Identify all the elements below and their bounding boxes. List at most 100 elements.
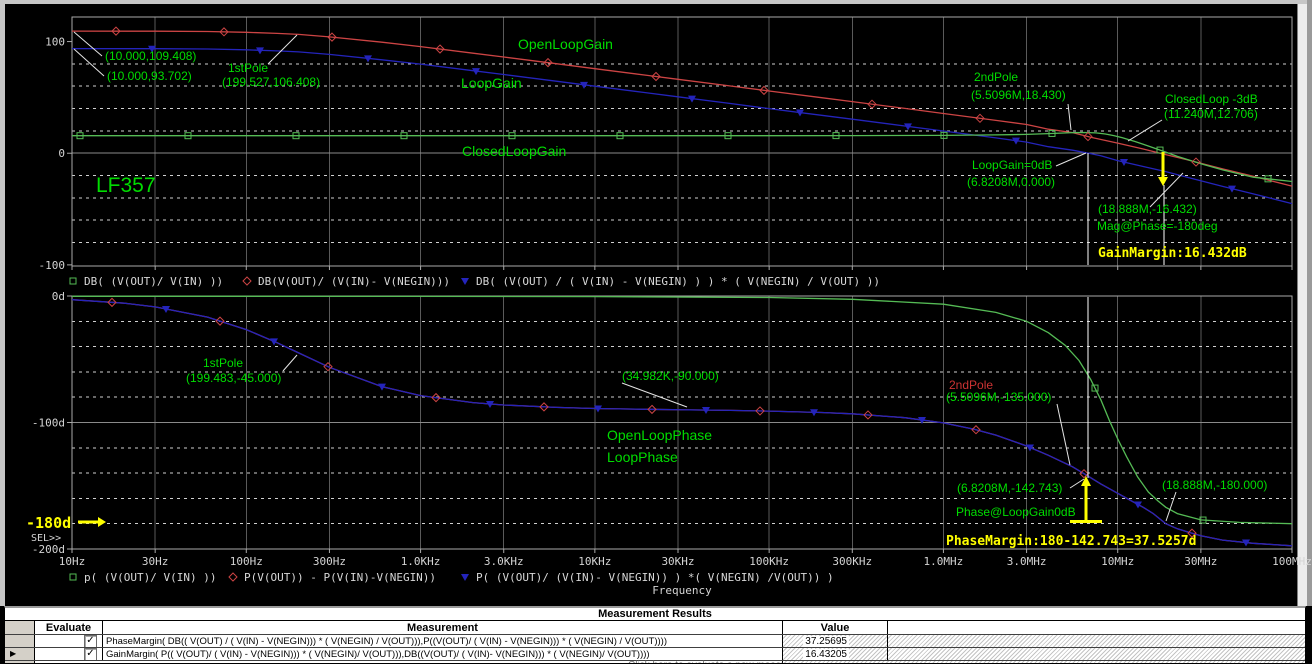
marker-ClosedLoopGain [940, 131, 948, 139]
x-tick-label: 300Hz [313, 555, 346, 568]
legend-trace-expression[interactable]: P(V(OUT)) - P(V(IN)-V(NEGIN)) [244, 571, 436, 584]
annotation-text: LF357 [96, 174, 156, 197]
marker-ClosedLoopGain [292, 132, 300, 140]
annotation-text: Mag@Phase=-180deg [1097, 219, 1218, 233]
annotation-pointer-line [1067, 103, 1072, 131]
marker-OpenLoopPhase [1187, 528, 1197, 538]
trace-LoopPhase[interactable] [71, 299, 1293, 547]
annotation-text: (18.888M,-180.000) [1162, 478, 1267, 492]
annotation-text: PhaseMargin:180-142.743=37.5257d [946, 534, 1196, 549]
annotation-text: LoopGain=0dB [972, 158, 1052, 172]
annotation-text: (199.483,-45.000) [186, 371, 281, 385]
marker-OpenLoopGain [867, 99, 877, 109]
trace-ClosedLoopGain[interactable] [72, 131, 1293, 183]
trace-LoopGain[interactable] [71, 47, 1293, 205]
annotation-pointer-line [1127, 119, 1163, 142]
legend-trace-expression[interactable]: p( (V(OUT)/ V(IN) )) [84, 571, 216, 584]
marker-LoopGain [688, 95, 696, 103]
measurement-table-row[interactable]: ▶ ✓ GainMargin( P(( V(OUT)/ ( V(IN) - V(NE… [5, 648, 1305, 661]
annotation-pointer-line [1056, 403, 1071, 466]
marker-OpenLoopPhase [647, 404, 657, 415]
annotation-text: 1stPole [203, 356, 243, 370]
marker-OpenLoopGain [543, 57, 553, 68]
measurement-expression-cell[interactable]: PhaseMargin( DB(( V(OUT) / ( V(IN) - V(N… [103, 635, 783, 647]
marker-OpenLoopPhase [971, 425, 981, 435]
y-tick-label: -200d [32, 543, 65, 556]
annotation-text: Phase@LoopGain0dB [956, 505, 1076, 519]
marker-LoopGain [364, 55, 372, 63]
x-tick-label: 100Hz [230, 555, 263, 568]
measurement-expression-cell[interactable]: GainMargin( P(( V(OUT)/ ( V(IN) - V(NEGI… [103, 648, 783, 660]
x-tick-label: 10MHz [1101, 555, 1134, 568]
empty-cell [888, 635, 1305, 647]
y-tick-label: -100d [32, 417, 65, 430]
window-scroll-strip[interactable] [1297, 4, 1307, 606]
marker-LoopGain [1120, 159, 1128, 167]
x-tick-label: 10KHz [578, 555, 611, 568]
marker-ClosedLoopGain [508, 132, 516, 140]
x-tick-label: 100MHz [1272, 555, 1312, 568]
measurement-table-header: Evaluate Measurement Value [5, 621, 1305, 635]
window-border-top [0, 0, 1312, 4]
trace-ClosedLoopPhase[interactable] [72, 295, 1293, 525]
trace-OpenLoopGain[interactable] [71, 30, 1293, 187]
measurement-value: 16.43205 [803, 648, 849, 660]
legend-trace-expression[interactable]: DB( (V(OUT) / ( V(IN) - V(NEGIN) ) ) * (… [476, 275, 880, 288]
annotation-text: (10.000,93.702) [107, 69, 192, 83]
window-border-right [1307, 0, 1312, 606]
legend-triangle-icon [461, 574, 469, 581]
annotation-text: (10.000,109.408) [105, 49, 196, 63]
empty-cell [783, 661, 1305, 663]
marker-ClosedLoopGain [1264, 175, 1272, 183]
new-measurement-row[interactable]: Click here to evaluate a new measurement [5, 661, 1305, 663]
annotation-text: (18.888M,-16.432) [1098, 202, 1197, 216]
row-selector-cell[interactable] [5, 635, 35, 647]
current-row-arrow-icon: ▶ [10, 649, 17, 658]
annotation-text: 1stPole [228, 61, 268, 75]
annotation-text: LoopGain [461, 75, 522, 91]
arrow-base-bar [1070, 520, 1102, 523]
legend-trace-expression[interactable]: DB(V(OUT)/ (V(IN)- V(NEGIN))) [258, 275, 450, 288]
marker-LoopGain [472, 68, 480, 76]
measurement-table-row[interactable]: ✓ PhaseMargin( DB(( V(OUT) / ( V(IN) - V(… [5, 635, 1305, 648]
annotation-text: GainMargin:16.432dB [1098, 246, 1247, 261]
annotation-text: OpenLoopPhase [607, 427, 712, 443]
legend-diamond-icon [228, 572, 238, 582]
legend-trace-expression[interactable]: DB( (V(OUT)/ V(IN) )) [84, 275, 223, 288]
annotation-pointer-line [73, 48, 105, 77]
marker-LoopPhase [1134, 501, 1142, 509]
legend-square-icon [69, 277, 77, 285]
marker-ClosedLoopPhase [1091, 384, 1099, 392]
marker-OpenLoopPhase [107, 297, 117, 308]
annotation-text: (5.5096M,-135.000) [946, 390, 1051, 404]
marker-LoopGain [148, 45, 156, 53]
empty-column-header [888, 621, 1305, 634]
annotation-text: (5.5096M,18.430) [971, 88, 1066, 102]
marker-LoopPhase [162, 305, 170, 313]
marker-OpenLoopPhase [215, 316, 225, 326]
marker-LoopGain [1012, 137, 1020, 145]
arrow-down-icon [1158, 177, 1168, 186]
marker-ClosedLoopGain [400, 132, 408, 140]
x-tick-label: 30MHz [1184, 555, 1217, 568]
marker-OpenLoopPhase [539, 402, 549, 412]
y-tick-label: 0 [58, 147, 65, 160]
marker-OpenLoopGain [651, 71, 661, 82]
x-tick-label: 3.0MHz [1007, 555, 1047, 568]
legend-trace-expression[interactable]: P( (V(OUT)/ (V(IN)- V(NEGIN)) ) *( V(NEG… [476, 571, 834, 584]
annotation-text: ClosedLoopGain [462, 143, 566, 159]
evaluate-checkbox[interactable]: ✓ [84, 635, 97, 647]
new-measurement-hint[interactable]: Click here to evaluate a new measurement [35, 661, 818, 663]
marker-LoopPhase [1242, 539, 1250, 547]
marker-LoopPhase [1026, 444, 1034, 452]
marker-LoopPhase [918, 417, 926, 425]
row-selector-cell[interactable]: ▶ [5, 648, 35, 660]
evaluate-checkbox[interactable]: ✓ [84, 648, 97, 660]
empty-cell [888, 648, 1305, 660]
marker-ClosedLoopPhase [1199, 516, 1207, 524]
x-tick-label: 1.0KHz [401, 555, 441, 568]
marker-LoopPhase [594, 405, 602, 413]
annotation-text: 2ndPole [949, 378, 993, 392]
value-column-header: Value [783, 621, 888, 634]
